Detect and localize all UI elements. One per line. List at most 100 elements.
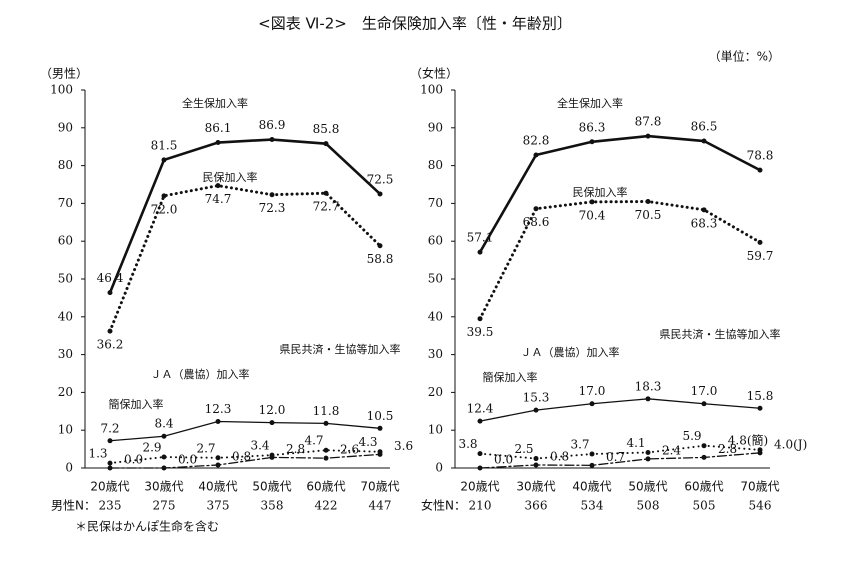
value-label: 5.9 <box>682 429 701 443</box>
point <box>645 133 651 139</box>
series-line <box>109 420 381 442</box>
y-tick-label: 40 <box>58 309 73 323</box>
point <box>323 447 329 453</box>
value-label: 2.8 <box>286 442 305 456</box>
y-tick-label: 80 <box>58 158 73 172</box>
value-label: 59.7 <box>747 249 774 263</box>
value-label: 3.7 <box>570 438 589 452</box>
value-label: 15.3 <box>523 391 550 405</box>
point <box>757 167 763 173</box>
panel-label: （女性） <box>410 66 458 81</box>
value-label: 72.3 <box>259 201 286 215</box>
x-tick-label: 70歳代 <box>360 480 399 494</box>
x-tick-label: 30歳代 <box>516 480 555 494</box>
x-tick-label: 60歳代 <box>684 480 723 494</box>
series-name: ＪＡ（農協）加入率 <box>521 345 620 359</box>
value-label: 4.7 <box>304 434 323 448</box>
value-label: 11.8 <box>313 404 340 418</box>
point <box>589 199 595 205</box>
point <box>269 192 275 198</box>
series-name: 県民共済・生協等加入率 <box>660 327 781 341</box>
value-label: 2.4 <box>662 443 681 457</box>
n-value: 508 <box>637 499 660 513</box>
point <box>269 454 275 460</box>
n-value: 447 <box>369 499 392 513</box>
point <box>323 190 329 196</box>
series-line <box>108 138 382 294</box>
value-label: 2.9 <box>142 441 161 455</box>
n-value: 210 <box>469 499 492 513</box>
series-line <box>109 449 381 465</box>
value-label: 7.2 <box>100 421 119 435</box>
series-line <box>108 184 382 333</box>
point <box>477 249 483 255</box>
value-label: 4.3 <box>358 435 377 449</box>
point <box>323 141 329 147</box>
value-label: 74.7 <box>205 192 232 206</box>
point <box>269 137 275 143</box>
value-label: 2.6 <box>340 443 359 457</box>
point <box>589 401 595 407</box>
point <box>589 139 595 145</box>
value-label: 39.5 <box>467 325 494 339</box>
value-label: 0.8 <box>232 449 251 463</box>
value-label: 17.0 <box>691 384 718 398</box>
series-name: 簡保加入率 <box>109 397 164 411</box>
point <box>701 443 707 449</box>
y-tick-label: 20 <box>428 385 443 399</box>
series-line <box>478 134 762 254</box>
point <box>533 152 539 158</box>
x-tick-label: 50歳代 <box>628 480 667 494</box>
point <box>589 451 595 457</box>
x-tick-label: 30歳代 <box>144 480 183 494</box>
y-tick-label: 100 <box>420 83 443 97</box>
n-value: 422 <box>315 499 338 513</box>
n-value: 366 <box>525 499 548 513</box>
point <box>377 451 383 457</box>
series-line <box>109 453 381 469</box>
y-tick-label: 60 <box>428 234 443 248</box>
value-label: 4.1 <box>626 436 645 450</box>
y-tick-label: 50 <box>428 272 443 286</box>
value-label: 86.9 <box>259 118 286 132</box>
value-label: 10.5 <box>367 409 394 423</box>
point <box>645 456 651 462</box>
y-tick-label: 50 <box>58 272 73 286</box>
value-label: 2.5 <box>514 442 533 456</box>
value-label: 81.5 <box>151 138 178 152</box>
value-label: 86.5 <box>691 120 718 134</box>
value-label: 82.8 <box>523 134 550 148</box>
value-label: 58.8 <box>367 252 394 266</box>
value-label: 18.3 <box>635 379 662 393</box>
point <box>107 290 113 296</box>
value-label: 2.7 <box>196 441 215 455</box>
y-tick-label: 10 <box>58 423 73 437</box>
n-value: 534 <box>581 499 604 513</box>
y-tick-label: 100 <box>50 83 73 97</box>
value-label: 12.3 <box>205 402 232 416</box>
point <box>645 450 651 456</box>
value-label: 78.8 <box>747 149 774 163</box>
x-tick-label: 40歳代 <box>572 480 611 494</box>
point <box>323 420 329 426</box>
value-label: 36.2 <box>97 338 124 352</box>
n-label: 男性N： <box>51 499 96 513</box>
n-value: 546 <box>749 499 772 513</box>
point <box>215 183 221 189</box>
x-tick-label: 70歳代 <box>740 480 779 494</box>
point <box>701 454 707 460</box>
value-label: 87.8 <box>635 115 662 129</box>
value-label: 12.0 <box>259 403 286 417</box>
value-label: 3.6 <box>394 439 413 453</box>
n-label: 女性N： <box>421 498 466 513</box>
n-value: 235 <box>99 499 122 513</box>
value-label: 4.0(J) <box>774 437 807 451</box>
point <box>377 425 383 431</box>
value-label: 4.8(簡) <box>728 432 768 447</box>
y-tick-label: 40 <box>428 309 443 323</box>
unit-note: （単位：%） <box>709 49 780 64</box>
point <box>477 418 483 424</box>
x-tick-label: 20歳代 <box>90 480 129 494</box>
point <box>589 462 595 468</box>
